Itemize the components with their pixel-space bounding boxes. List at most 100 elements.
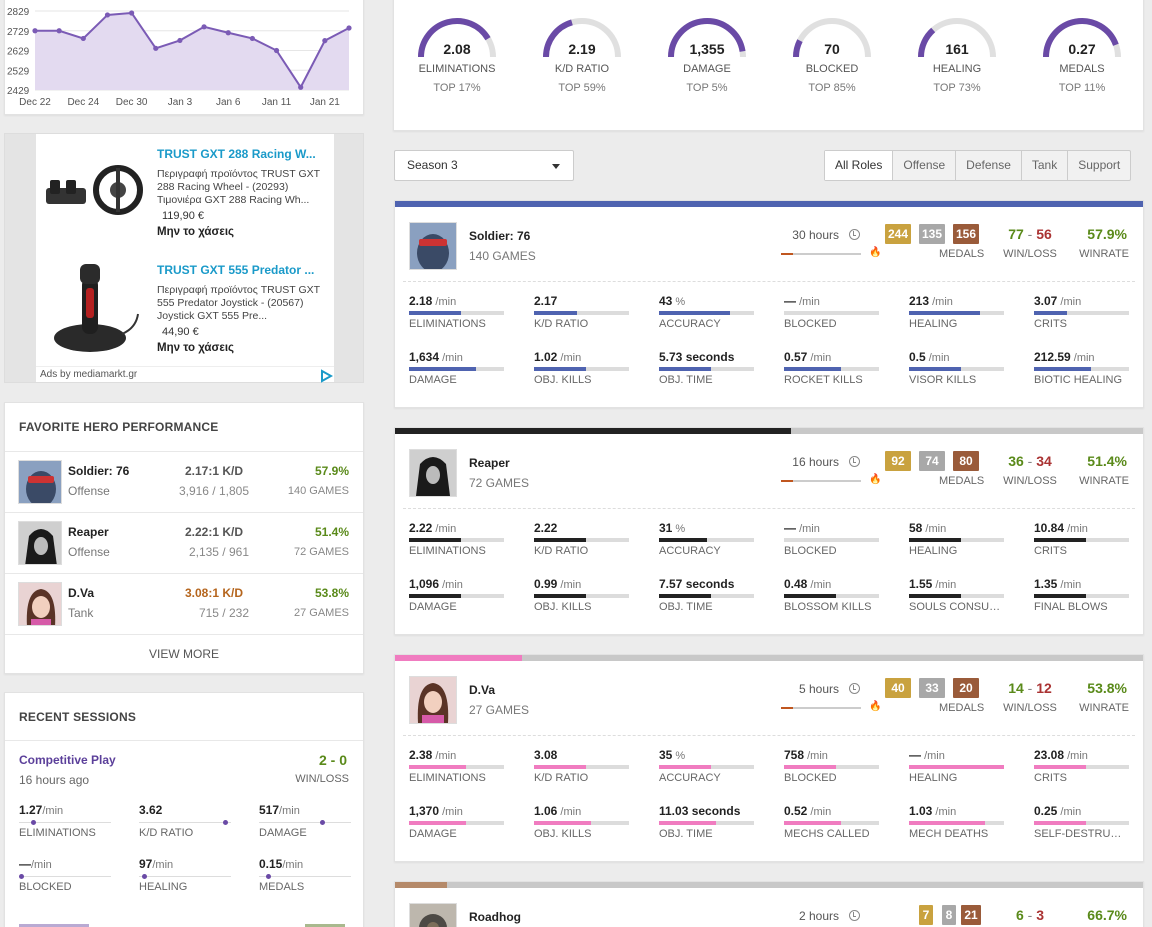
stat-value: 43 % xyxy=(659,294,754,308)
fav-hero-row[interactable]: D.Va Tank 3.08:1 K/D 715 / 232 53.8% 27 … xyxy=(5,573,363,634)
joystick-image[interactable] xyxy=(50,258,140,356)
stat-track xyxy=(534,367,629,371)
stat-gauge: 161 HEALING TOP 73% xyxy=(902,15,1012,94)
win-loss-separator: - xyxy=(1023,226,1037,242)
data-point[interactable] xyxy=(346,25,352,31)
stat-unit: /min xyxy=(1057,579,1081,591)
stat-unit: /min xyxy=(922,523,946,535)
stat-value: 758 /min xyxy=(784,748,879,762)
hero-card[interactable]: Reaper 72 GAMES 16 hours 🔥 92 74 80 MEDALS 36 - … xyxy=(394,427,1144,635)
ad-cta-link[interactable]: Μην το χάσεις xyxy=(157,342,235,354)
hero-playtime: 16 hours xyxy=(792,455,839,469)
data-point[interactable] xyxy=(298,84,304,90)
gauge-arc xyxy=(1043,18,1121,58)
hero-card[interactable]: Soldier: 76 140 GAMES 30 hours 🔥 244 135 156 ME… xyxy=(394,200,1144,408)
season-select[interactable]: Season 3 xyxy=(394,150,574,181)
stat-value: 11.03 seconds xyxy=(659,804,754,818)
data-point[interactable] xyxy=(201,24,207,30)
stat-label: DAMAGE xyxy=(409,601,457,613)
avatar xyxy=(409,222,457,270)
data-point[interactable] xyxy=(129,10,135,16)
role-tab-defense[interactable]: Defense xyxy=(955,151,1021,180)
role-tab-tank[interactable]: Tank xyxy=(1020,151,1067,180)
role-filter[interactable]: All Roles Offense Defense Tank Support xyxy=(824,150,1132,181)
ad-title[interactable]: TRUST GXT 288 Racing W... xyxy=(157,147,316,161)
view-more-label[interactable]: VIEW MORE xyxy=(148,647,219,661)
data-point[interactable] xyxy=(225,30,231,36)
stat-label: CRITS xyxy=(1034,772,1067,784)
hero-name[interactable]: Roadhog xyxy=(469,910,521,924)
medal-badge: 135 xyxy=(919,224,945,244)
hero-card[interactable]: D.Va 27 GAMES 5 hours 🔥 40 33 20 MEDALS 14 - 12 W… xyxy=(394,654,1144,862)
data-point[interactable] xyxy=(153,45,159,51)
stat-label: BLOCKED xyxy=(784,772,837,784)
ad-footer-text[interactable]: Ads by mediamarkt.gr xyxy=(40,369,138,380)
stat-number: 0.99 xyxy=(534,577,558,591)
stat-value: 0.52 /min xyxy=(784,804,879,818)
hero-name[interactable]: Reaper xyxy=(469,456,510,470)
advertisement[interactable]: TRUST GXT 288 Racing W... Περιγραφή προϊ… xyxy=(4,133,364,383)
role-tab-support[interactable]: Support xyxy=(1067,151,1130,180)
data-point[interactable] xyxy=(273,47,280,54)
wins: 6 xyxy=(1015,907,1024,923)
fav-hero-row[interactable]: Reaper Offense 2.22:1 K/D 2,135 / 961 51… xyxy=(5,512,363,573)
stat-label: ACCURACY xyxy=(659,318,721,330)
hero-stat: 1.35 /min FINAL BLOWS xyxy=(1034,577,1129,613)
view-more-button[interactable]: VIEW MORE xyxy=(5,634,363,672)
stat-unit: /min xyxy=(152,859,174,871)
stat-value: 1,634 /min xyxy=(409,350,504,364)
data-point[interactable] xyxy=(249,35,255,42)
stat-label: K/D RATIO xyxy=(534,318,589,330)
hero-stat: 758 /min BLOCKED xyxy=(784,748,879,784)
caret-down-icon[interactable] xyxy=(552,164,560,169)
data-point[interactable] xyxy=(32,28,38,34)
stat-unit: /min xyxy=(432,296,456,308)
stat-label: MECHS CALLED xyxy=(784,828,870,840)
role-tab-all[interactable]: All Roles xyxy=(825,151,893,180)
stat-fill xyxy=(534,367,587,371)
hero-stat: 1.03 /min MECH DEATHS xyxy=(909,804,1004,840)
hero-card[interactable]: Roadhog 2 hours 7 8 21 6 - 3 66.7% xyxy=(394,881,1144,927)
stat-unit-text: /min xyxy=(1060,579,1082,591)
data-point[interactable] xyxy=(80,35,86,42)
stat-fill xyxy=(659,538,707,542)
playtime-fill xyxy=(395,882,448,888)
hero-name[interactable]: Soldier: 76 xyxy=(469,229,531,243)
stat-unit: /min xyxy=(1064,750,1088,762)
stat-fill xyxy=(1034,821,1087,825)
ad-footer[interactable]: Ads by mediamarkt.gr xyxy=(36,366,334,382)
season-value[interactable]: Season 3 xyxy=(407,158,458,172)
racing-wheel-image[interactable] xyxy=(44,154,144,224)
winrate-label: WINRATE xyxy=(1079,702,1129,714)
data-point[interactable] xyxy=(104,12,111,18)
hero-name: Soldier: 76 xyxy=(68,464,130,478)
gauge-label: BLOCKED xyxy=(805,63,859,75)
stat-number: 1.35 xyxy=(1034,577,1058,591)
hero-games: 72 GAMES xyxy=(293,546,349,558)
stat-unit-text: /min xyxy=(442,806,463,818)
data-point[interactable] xyxy=(56,28,62,34)
gauge-value: 70 xyxy=(824,41,840,57)
data-point[interactable] xyxy=(177,37,183,44)
fav-hero-row[interactable]: Soldier: 76 Offense 2.17:1 K/D 3,916 / 1… xyxy=(5,451,363,512)
stat-number: 1,634 xyxy=(409,350,440,364)
session-mode[interactable]: Competitive Play xyxy=(19,753,116,767)
data-point[interactable] xyxy=(322,38,328,44)
hero-stat: 1.06 /min OBJ. KILLS xyxy=(534,804,629,840)
playtime-fill xyxy=(395,428,792,434)
ad-content[interactable]: TRUST GXT 288 Racing W... Περιγραφή προϊ… xyxy=(36,134,334,382)
stat-unit-text: /min xyxy=(935,806,957,818)
stat-track xyxy=(659,594,754,598)
hero-name[interactable]: D.Va xyxy=(469,683,496,697)
role-tab-offense[interactable]: Offense xyxy=(892,151,955,180)
adchoices-icon[interactable] xyxy=(319,369,333,383)
stat-label: CRITS xyxy=(1034,318,1067,330)
wins: 14 xyxy=(1008,680,1024,696)
stat-fill xyxy=(1034,594,1087,598)
stat-label: K/D RATIO xyxy=(534,772,589,784)
hero-playtime: 30 hours xyxy=(792,228,839,242)
ad-title[interactable]: TRUST GXT 555 Predator ... xyxy=(157,263,315,277)
ad-cta-link[interactable]: Μην το χάσεις xyxy=(157,226,235,238)
reaper-portrait-icon xyxy=(410,450,456,496)
